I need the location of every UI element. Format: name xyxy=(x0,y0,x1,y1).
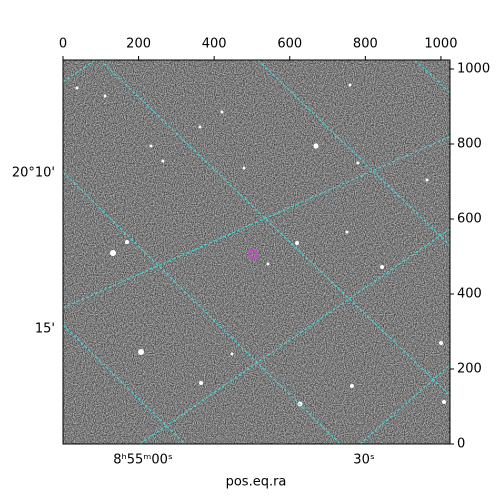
dec-label: 20°10' xyxy=(12,166,55,181)
source-marker xyxy=(248,249,258,259)
x-tick-label: 1000 xyxy=(424,37,457,52)
coordinate-grid xyxy=(63,60,450,444)
plot-frame xyxy=(62,59,451,445)
ra-label: 30ˢ xyxy=(353,453,375,468)
x-tick-label: 800 xyxy=(353,37,378,52)
x-tick-label: 400 xyxy=(202,37,227,52)
y-tick-label: 400 xyxy=(457,287,482,302)
y-tick-label: 1000 xyxy=(457,62,490,77)
dec-label: 15' xyxy=(35,322,55,337)
ra-label: 8ʰ55ᵐ00ˢ xyxy=(113,453,173,468)
y-tick-label: 800 xyxy=(457,137,482,152)
y-tick-label: 0 xyxy=(457,437,465,452)
x-tick-label: 0 xyxy=(59,37,67,52)
x-axis-label: pos.eq.ra xyxy=(226,475,287,490)
y-tick-label: 200 xyxy=(457,362,482,377)
x-tick-label: 600 xyxy=(277,37,302,52)
y-tick-label: 600 xyxy=(457,212,482,227)
x-tick-label: 200 xyxy=(126,37,151,52)
stars xyxy=(75,83,446,407)
